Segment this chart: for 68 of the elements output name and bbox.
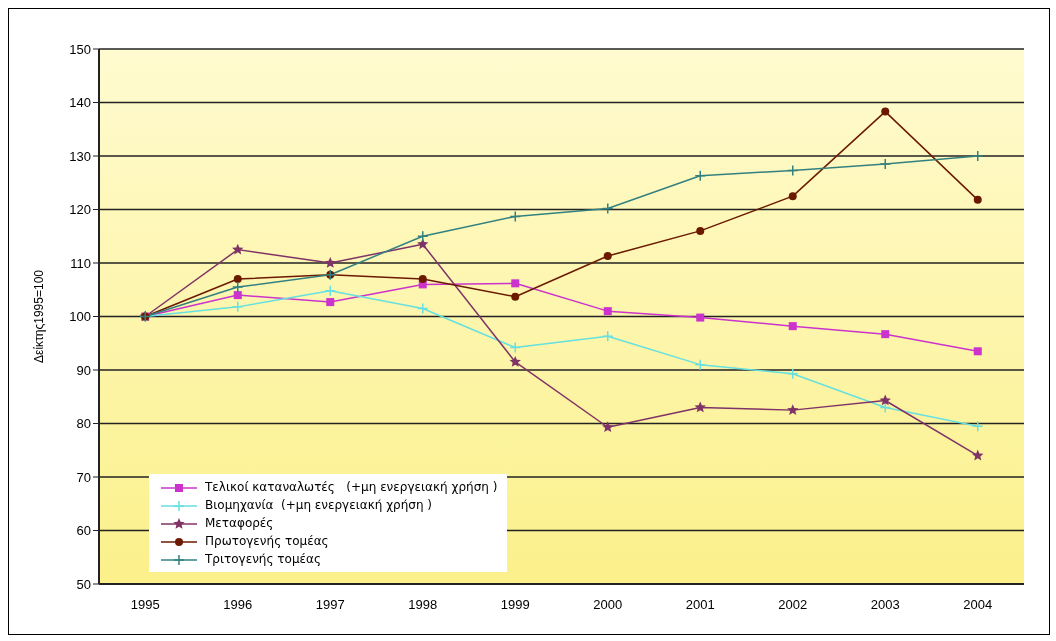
point xyxy=(694,358,706,371)
y-tick-label: 90 xyxy=(76,362,91,378)
x-tick-label: 1999 xyxy=(500,597,530,613)
point xyxy=(233,291,242,300)
y-tick-label: 100 xyxy=(69,309,91,325)
point xyxy=(694,401,706,413)
y-tick-label: 130 xyxy=(69,148,91,164)
point xyxy=(787,164,799,177)
x-tick-label: 1995 xyxy=(130,597,160,613)
point xyxy=(511,292,520,301)
x-tick-label: 1997 xyxy=(315,597,345,613)
point xyxy=(417,302,429,315)
legend-label: Τελικοί καταναλωτές (+μη ενεργειακή χρήση ) xyxy=(205,480,498,494)
y-tick-label: 70 xyxy=(76,469,91,485)
point xyxy=(509,341,521,354)
y-tick-label: 60 xyxy=(76,523,91,539)
x-tick-label: 2004 xyxy=(963,597,993,613)
y-tick-label: 120 xyxy=(69,202,91,218)
point xyxy=(602,421,614,433)
y-tick-label: 110 xyxy=(70,255,91,271)
point xyxy=(694,170,706,182)
y-tick-label: 50 xyxy=(76,576,91,592)
point xyxy=(973,347,982,356)
point xyxy=(881,330,890,339)
point xyxy=(603,307,612,316)
x-tick-label: 1998 xyxy=(408,597,438,613)
point xyxy=(881,107,890,116)
x-tick-label: 2002 xyxy=(778,597,808,613)
x-tick-label: 2000 xyxy=(593,597,623,613)
point xyxy=(326,298,335,307)
point xyxy=(324,257,336,268)
point xyxy=(509,355,521,367)
point xyxy=(232,243,244,255)
point xyxy=(696,226,705,235)
y-tick-label: 150 xyxy=(69,41,91,57)
point xyxy=(787,404,799,415)
point xyxy=(788,322,797,331)
point xyxy=(972,420,984,432)
point xyxy=(232,301,244,313)
point xyxy=(788,192,797,201)
point xyxy=(602,202,614,215)
legend-label: Βιομηχανία (+μη ενεργειακή χρήση ) xyxy=(205,498,433,512)
legend-label: Τριτογενής τομέας xyxy=(205,552,321,566)
point xyxy=(233,275,242,284)
point xyxy=(417,238,429,250)
point xyxy=(511,279,520,288)
x-tick-label: 2001 xyxy=(685,597,715,613)
x-tick-label: 1996 xyxy=(223,597,253,613)
point xyxy=(879,158,891,170)
x-tick-label: 2003 xyxy=(870,597,900,613)
point xyxy=(972,150,984,162)
point xyxy=(418,275,427,284)
point xyxy=(879,394,891,406)
point xyxy=(973,195,982,204)
point xyxy=(602,330,614,343)
y-axis-title: Δείκτης1995=100 xyxy=(32,269,47,363)
y-tick-label: 80 xyxy=(76,416,91,432)
point xyxy=(417,230,429,242)
point xyxy=(603,252,612,261)
point xyxy=(696,313,705,322)
y-tick-label: 140 xyxy=(69,95,91,111)
point xyxy=(787,368,799,380)
point xyxy=(232,281,244,293)
point xyxy=(972,449,984,461)
point xyxy=(324,285,336,297)
legend-label: Μεταφορές xyxy=(205,516,274,530)
legend-label: Πρωτογενής τομέας xyxy=(205,534,329,548)
point xyxy=(509,210,521,223)
